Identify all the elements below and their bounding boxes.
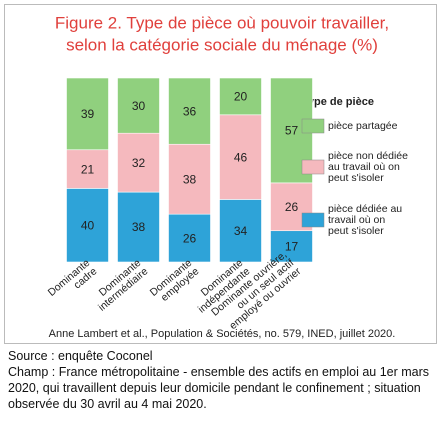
x-tick-label-group: Dominantecadre	[46, 257, 100, 307]
data-label: 34	[234, 224, 248, 238]
data-label: 26	[285, 200, 299, 214]
data-label: 38	[183, 172, 197, 186]
x-tick-label: Dominanteintermédiaire	[89, 257, 150, 314]
legend-label: pièce partagée	[328, 120, 398, 132]
legend-title: Type de pièce	[302, 96, 374, 108]
note: Source : enquête Coconel	[8, 349, 153, 363]
data-label: 39	[81, 107, 95, 121]
data-label: 57	[285, 124, 299, 138]
bar-segment	[168, 213, 211, 263]
chart-subtitle: selon la catégorie sociale du ménage (%)	[66, 35, 378, 54]
bar-segment	[117, 132, 160, 193]
bar-segment	[168, 143, 211, 215]
chart: Figure 2. Type de pièce où pouvoir trava…	[46, 13, 409, 340]
data-label: 36	[183, 104, 197, 118]
caption: Anne Lambert et al., Population & Sociét…	[49, 328, 396, 340]
x-tick-label: Dominanteemployée	[148, 257, 202, 307]
bar-segment	[168, 77, 211, 145]
x-tick-label: Dominantecadre	[46, 257, 100, 307]
data-label: 21	[81, 162, 95, 176]
data-label: 46	[234, 150, 248, 164]
bar-segment	[219, 114, 262, 200]
x-tick-label-group: Dominanteemployée	[148, 257, 202, 307]
data-label: 40	[81, 218, 95, 232]
x-tick-label-group: Dominanteintermédiaire	[89, 257, 150, 314]
chart-title: Figure 2. Type de pièce où pouvoir trava…	[55, 13, 389, 32]
legend-swatch	[301, 118, 325, 134]
data-label: 38	[132, 220, 146, 234]
bar-segment	[66, 188, 109, 263]
bar-segment	[117, 77, 160, 134]
bar-segment	[66, 77, 109, 151]
bar-segment	[219, 77, 262, 116]
legend-label: pièce non dédiée au travail où on peut s'i…	[328, 150, 408, 184]
data-label: 17	[285, 240, 299, 254]
data-label: 20	[234, 90, 248, 104]
note: Champ : France métropolitaine - ensemble…	[8, 365, 430, 411]
chart-frame	[4, 4, 437, 344]
legend-swatch	[301, 212, 325, 228]
data-label: 30	[132, 99, 146, 113]
notes: Source : enquête Coconel Champ : France m…	[8, 348, 438, 412]
data-label: 32	[132, 156, 146, 170]
legend-label: pièce dédiée au travail où on peut s'isole…	[328, 203, 402, 237]
legend-swatch	[301, 159, 325, 175]
bar-segment	[117, 191, 160, 263]
data-label: 26	[183, 231, 197, 245]
